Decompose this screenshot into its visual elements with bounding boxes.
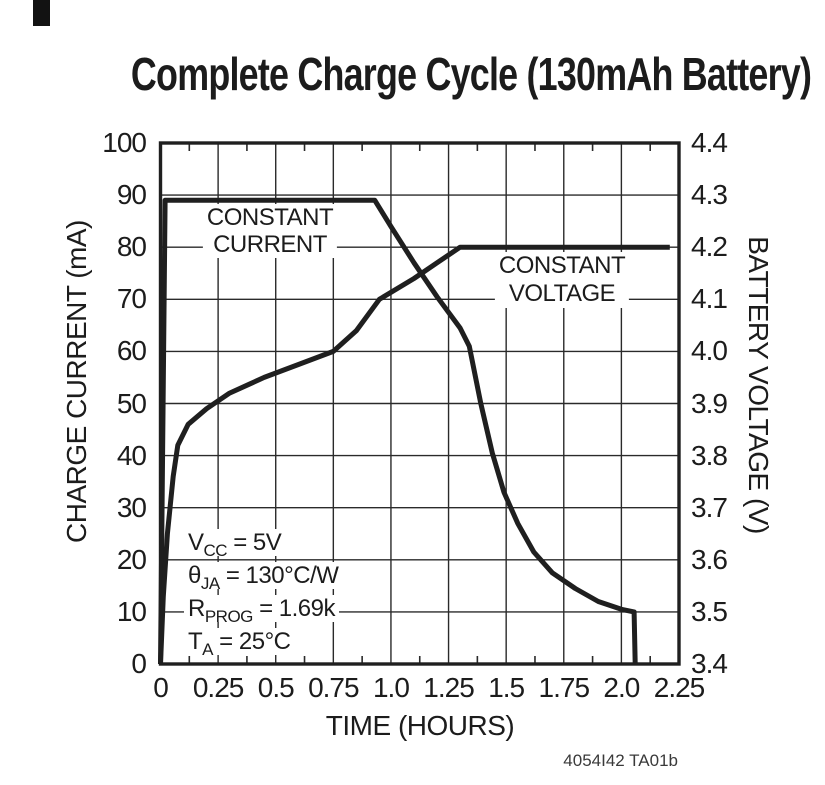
page-corner-mark bbox=[33, 0, 50, 26]
condition-line: θJA = 130°C/W bbox=[184, 559, 343, 592]
condition-line: RPROG = 1.69k bbox=[184, 592, 342, 625]
x-tick-label: 2.25 bbox=[653, 672, 706, 703]
x-tick-label: 2.0 bbox=[603, 672, 640, 703]
y-right-tick-label: 3.5 bbox=[691, 595, 728, 627]
charge-current-curve bbox=[158, 197, 638, 665]
condition-text: VCC = 5V bbox=[184, 529, 286, 559]
condition-text: θJA = 130°C/W bbox=[184, 562, 343, 592]
y-left-tick-label: 70 bbox=[116, 283, 147, 315]
y-left-tick-label: 90 bbox=[116, 179, 147, 211]
chart-footnote: 4054I42 TA01b bbox=[563, 751, 678, 770]
y-right-tick-label: 3.7 bbox=[691, 491, 728, 523]
chart-title-text: Complete Charge Cycle (130mAh Battery) bbox=[130, 48, 812, 100]
y-right-tick-label: 3.8 bbox=[691, 439, 728, 471]
x-axis-title: TIME (HOURS) bbox=[325, 710, 515, 741]
annotation-constant-current: CONSTANT CURRENT bbox=[202, 204, 338, 258]
y-right-tick-label: 3.6 bbox=[691, 543, 728, 575]
x-tick-label: 1.75 bbox=[538, 672, 591, 703]
y-right-tick-label: 4.3 bbox=[691, 179, 728, 211]
x-tick-label: 0.25 bbox=[192, 672, 245, 703]
condition-text: TA = 25°C bbox=[184, 628, 295, 658]
conditions-block: VCC = 5V θJA = 130°C/W RPROG = 1.69k TA = 2… bbox=[184, 526, 343, 658]
x-tick-label: 1.5 bbox=[488, 672, 525, 703]
condition-text: RPROG = 1.69k bbox=[184, 595, 339, 625]
y-right-tick-label: 3.9 bbox=[691, 387, 728, 419]
y-right-tick-label: 4.2 bbox=[691, 231, 728, 263]
plot-frame bbox=[158, 141, 681, 666]
y-right-tick-label: 4.1 bbox=[691, 283, 728, 315]
annotation-constant-voltage-line1: CONSTANT bbox=[498, 252, 626, 279]
battery-voltage-curve bbox=[158, 244, 670, 665]
y-left-tick-label: 30 bbox=[116, 491, 147, 523]
x-tick-label: 0.75 bbox=[308, 672, 360, 703]
y-right-tick-label: 4.4 bbox=[691, 127, 728, 158]
annotation-constant-current-line1: CONSTANT bbox=[206, 204, 334, 231]
annotation-constant-current-line2: CURRENT bbox=[213, 231, 327, 258]
y-left-tick-label: 50 bbox=[116, 387, 147, 419]
y-right-tick-label: 4.0 bbox=[691, 335, 728, 367]
annotation-constant-voltage: CONSTANT VOLTAGE bbox=[494, 252, 630, 308]
annotation-constant-voltage-line2: VOLTAGE bbox=[508, 280, 616, 307]
x-tick-label: 1.25 bbox=[423, 672, 475, 703]
y-left-tick-label: 100 bbox=[102, 127, 147, 158]
condition-line: VCC = 5V bbox=[184, 526, 342, 559]
x-tick-label: 0.5 bbox=[257, 672, 295, 703]
y-left-tick-label: 10 bbox=[116, 595, 147, 627]
y-left-tick-label: 40 bbox=[116, 439, 147, 471]
chart-title: Complete Charge Cycle (130mAh Battery) bbox=[35, 47, 812, 101]
y-left-tick-label: 60 bbox=[116, 335, 147, 367]
y-right-tick-label: 3.4 bbox=[691, 648, 728, 679]
y-left-tick-label: 80 bbox=[116, 231, 147, 263]
y-left-tick-label: 0 bbox=[131, 648, 147, 679]
condition-line: TA = 25°C bbox=[184, 625, 342, 658]
y-left-tick-label: 20 bbox=[116, 543, 147, 575]
x-tick-label: 0 bbox=[153, 672, 169, 703]
x-tick-label: 1.0 bbox=[372, 672, 410, 703]
